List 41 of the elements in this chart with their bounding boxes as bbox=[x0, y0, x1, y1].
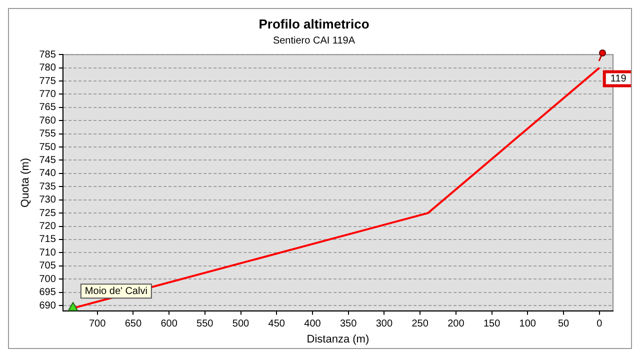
y-tick-label: 725 bbox=[39, 208, 56, 219]
x-tick-label: 300 bbox=[376, 318, 393, 330]
y-tick-label: 695 bbox=[39, 287, 56, 298]
y-tick-label: 690 bbox=[39, 300, 56, 312]
y-tick-label: 730 bbox=[39, 194, 56, 206]
y-tick-label: 700 bbox=[39, 274, 56, 285]
y-tick-label: 755 bbox=[39, 128, 56, 140]
x-tick-label: 700 bbox=[88, 318, 106, 330]
x-tick-label: 650 bbox=[124, 318, 142, 330]
y-tick-label: 710 bbox=[39, 247, 56, 258]
chart-subtitle: Sentiero CAI 119A bbox=[272, 35, 356, 46]
x-tick-label: 200 bbox=[448, 318, 465, 330]
y-tick-label: 760 bbox=[39, 115, 56, 126]
y-tick-label: 775 bbox=[39, 76, 56, 87]
y-tick-label: 705 bbox=[39, 260, 56, 272]
x-tick-label: 400 bbox=[304, 318, 322, 330]
y-tick-label: 780 bbox=[39, 62, 56, 74]
y-tick-label: 720 bbox=[39, 221, 56, 232]
y-tick-label: 745 bbox=[39, 155, 56, 166]
x-tick-label: 250 bbox=[412, 318, 429, 330]
annotation: 119 bbox=[610, 74, 627, 85]
x-tick-label: 100 bbox=[519, 318, 536, 330]
y-tick-label: 770 bbox=[39, 88, 56, 100]
x-tick-label: 0 bbox=[596, 318, 603, 330]
x-tick-label: 450 bbox=[268, 318, 286, 330]
annotation: Moio de' Calvi bbox=[84, 286, 148, 297]
y-tick-label: 785 bbox=[39, 49, 56, 60]
x-tick-label: 500 bbox=[232, 318, 250, 330]
y-tick-label: 750 bbox=[39, 142, 56, 153]
y-axis-title: Quota (m) bbox=[20, 158, 32, 208]
x-axis-title: Distanza (m) bbox=[306, 333, 370, 346]
x-tick-label: 550 bbox=[196, 318, 214, 330]
y-tick-label: 735 bbox=[39, 181, 56, 192]
x-tick-label: 350 bbox=[340, 318, 358, 330]
x-tick-label: 600 bbox=[160, 318, 178, 330]
x-tick-label: 150 bbox=[483, 318, 501, 330]
y-tick-label: 715 bbox=[39, 234, 56, 246]
y-tick-label: 765 bbox=[39, 102, 56, 114]
y-tick-label: 740 bbox=[39, 168, 56, 180]
chart-title: Profilo altimetrico bbox=[258, 16, 370, 32]
x-tick-label: 50 bbox=[558, 318, 570, 330]
